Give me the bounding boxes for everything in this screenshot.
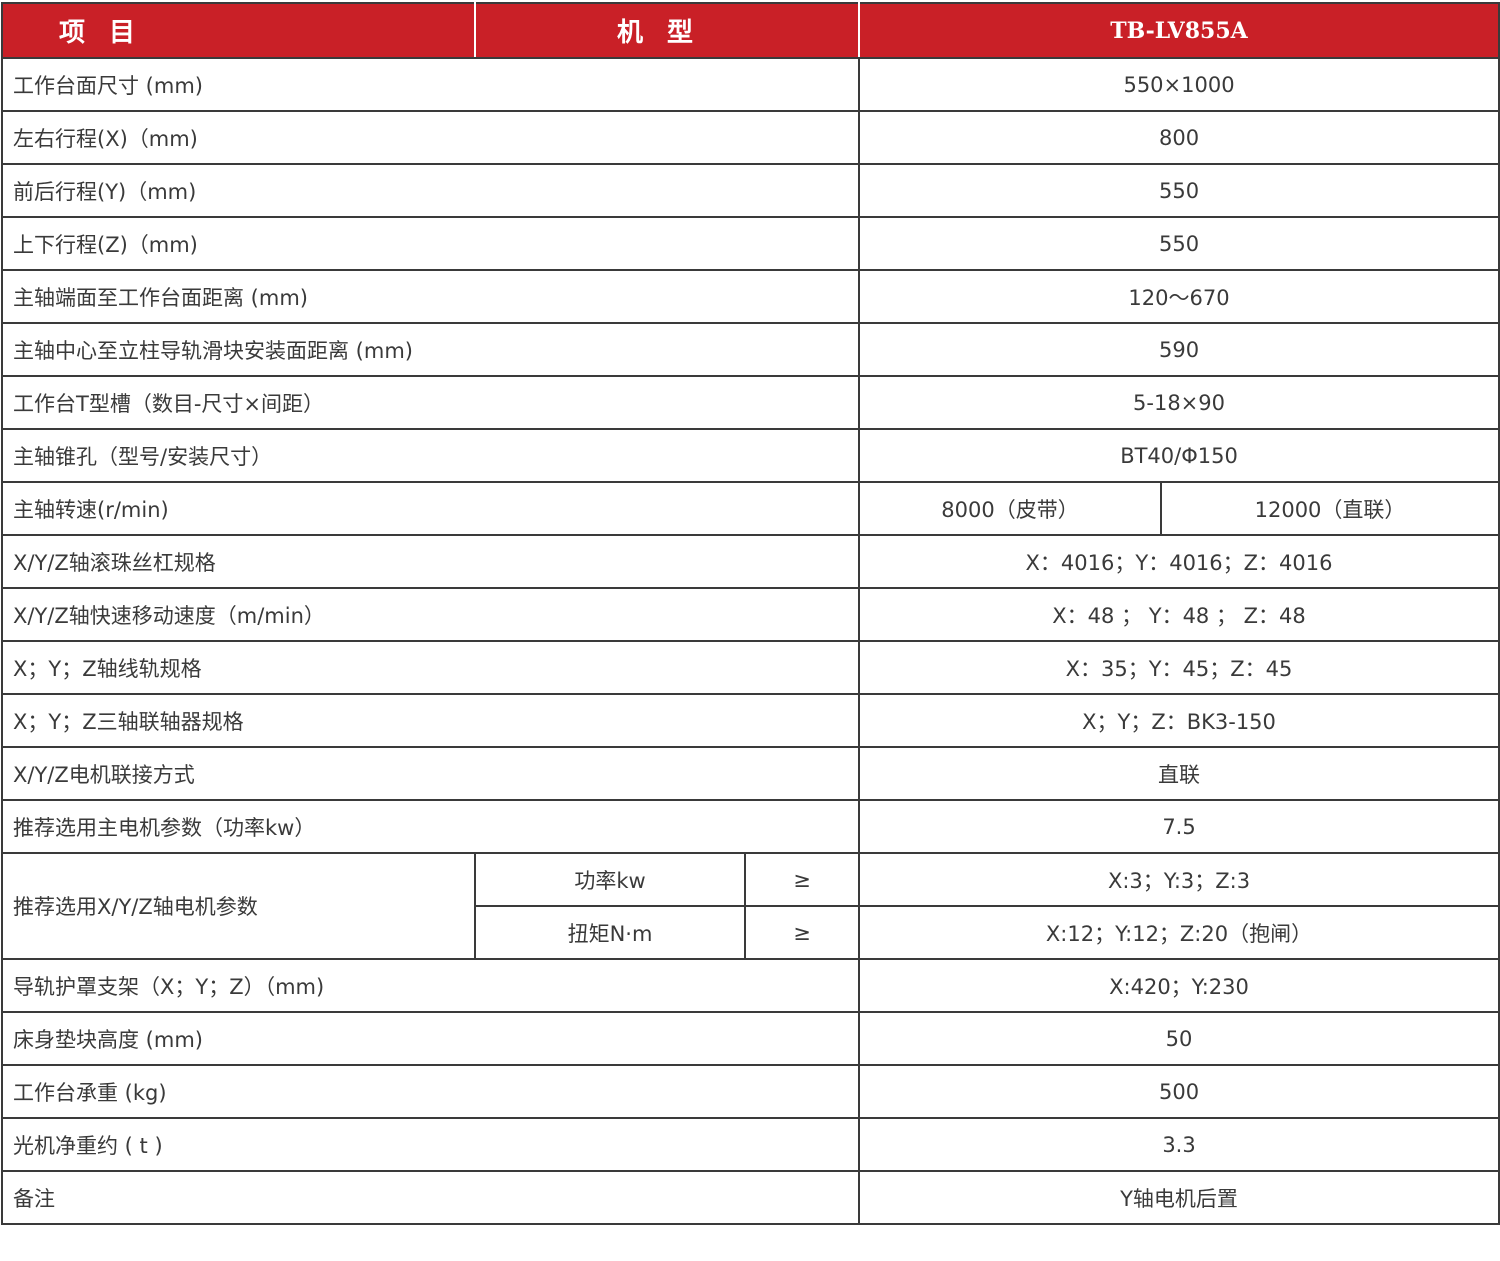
row-label: 工作台T型槽（数目-尺寸×间距） <box>0 375 861 430</box>
table-row: 床身垫块高度 (mm) 50 <box>0 1011 1500 1066</box>
row-label: 主轴锥孔（型号/安装尺寸） <box>0 428 861 483</box>
sub-operator: ≥ <box>743 852 861 907</box>
row-label: X；Y；Z三轴联轴器规格 <box>0 693 861 748</box>
row-label: 主轴端面至工作台面距离 (mm) <box>0 269 861 324</box>
row-label: 主轴转速(r/min) <box>0 481 861 536</box>
table-header: 项目 机型 TB-LV855A <box>1 2 1500 59</box>
table-row: 上下行程(Z)（mm) 550 <box>0 216 1500 271</box>
table-row: 导轨护罩支架（X；Y；Z）（mm) X:420；Y:230 <box>0 958 1500 1013</box>
row-label: 床身垫块高度 (mm) <box>0 1011 861 1066</box>
row-label: 工作台承重 (kg) <box>0 1064 861 1119</box>
row-value: 12000（直联） <box>1160 481 1500 536</box>
row-label: 备注 <box>0 1170 861 1225</box>
row-value: 直联 <box>858 746 1500 801</box>
sub-label: 功率kw <box>474 852 746 907</box>
table-row: X/Y/Z电机联接方式 直联 <box>0 746 1500 801</box>
row-label: 工作台面尺寸 (mm) <box>0 57 861 112</box>
row-value: 590 <box>858 322 1500 377</box>
row-value: Y轴电机后置 <box>858 1170 1500 1225</box>
row-value: 5-18×90 <box>858 375 1500 430</box>
table-row: 主轴转速(r/min) 8000（皮带） 12000（直联） <box>0 481 1500 536</box>
table-row: X；Y；Z轴线轨规格 X：35；Y：45；Z：45 <box>0 640 1500 695</box>
table-row: 工作台T型槽（数目-尺寸×间距） 5-18×90 <box>0 375 1500 430</box>
table-row: X；Y；Z三轴联轴器规格 X；Y；Z：BK3-150 <box>0 693 1500 748</box>
table-row: 光机净重约 ( t ) 3.3 <box>0 1117 1500 1172</box>
row-label: X/Y/Z轴滚珠丝杠规格 <box>0 534 861 589</box>
header-item: 项目 <box>1 2 476 59</box>
table-row: 工作台承重 (kg) 500 <box>0 1064 1500 1119</box>
row-label: 前后行程(Y)（mm) <box>0 163 861 218</box>
row-label: X；Y；Z轴线轨规格 <box>0 640 861 695</box>
row-value: 550×1000 <box>858 57 1500 112</box>
row-label: X/Y/Z电机联接方式 <box>0 746 861 801</box>
row-value: X:12；Y:12；Z:20（抱闸） <box>858 905 1500 960</box>
row-value: X:420；Y:230 <box>858 958 1500 1013</box>
row-value: 120～670 <box>858 269 1500 324</box>
row-value: X：35；Y：45；Z：45 <box>858 640 1500 695</box>
header-model: TB-LV855A <box>858 2 1500 59</box>
row-label: X/Y/Z轴快速移动速度（m/min） <box>0 587 861 642</box>
sub-operator: ≥ <box>743 905 861 960</box>
row-value: 50 <box>858 1011 1500 1066</box>
row-value: X:3；Y:3；Z:3 <box>858 852 1500 907</box>
row-value: X；Y；Z：BK3-150 <box>858 693 1500 748</box>
row-value: 800 <box>858 110 1500 165</box>
row-value: 7.5 <box>858 799 1500 854</box>
table-row: 主轴端面至工作台面距离 (mm) 120～670 <box>0 269 1500 324</box>
row-label: 光机净重约 ( t ) <box>0 1117 861 1172</box>
row-label: 推荐选用X/Y/Z轴电机参数 <box>1 852 476 960</box>
row-value: X：4016；Y：4016；Z：4016 <box>858 534 1500 589</box>
header-model-label: 机型 <box>473 2 861 59</box>
row-value: BT40/Φ150 <box>858 428 1500 483</box>
row-value: 8000（皮带） <box>858 481 1163 536</box>
sub-label: 扭矩N·m <box>474 905 746 960</box>
row-label: 上下行程(Z)（mm) <box>0 216 861 271</box>
row-value: 3.3 <box>858 1117 1500 1172</box>
table-row: 推荐选用X/Y/Z轴电机参数 功率kw ≥ X:3；Y:3；Z:3 <box>1 852 1500 960</box>
row-value: 550 <box>858 216 1500 271</box>
row-label: 推荐选用主电机参数（功率kw） <box>0 799 861 854</box>
row-label: 主轴中心至立柱导轨滑块安装面距离 (mm) <box>0 322 861 377</box>
table-row: 主轴中心至立柱导轨滑块安装面距离 (mm) 590 <box>0 322 1500 377</box>
row-value: 550 <box>858 163 1500 218</box>
row-label: 导轨护罩支架（X；Y；Z）（mm) <box>0 958 861 1013</box>
table-row: 推荐选用主电机参数（功率kw） 7.5 <box>0 799 1500 854</box>
table-row: 主轴锥孔（型号/安装尺寸） BT40/Φ150 <box>0 428 1500 483</box>
row-value: 500 <box>858 1064 1500 1119</box>
table-row: 扭矩N·m ≥ X:12；Y:12；Z:20（抱闸） <box>2 905 1500 960</box>
table-row: X/Y/Z轴滚珠丝杠规格 X：4016；Y：4016；Z：4016 <box>0 534 1500 589</box>
table-row: 前后行程(Y)（mm) 550 <box>0 163 1500 218</box>
row-label: 左右行程(X)（mm) <box>0 110 861 165</box>
table-row: X/Y/Z轴快速移动速度（m/min） X：48 ； Y：48 ； Z：48 <box>0 587 1500 642</box>
spec-table: 项目 机型 TB-LV855A 工作台面尺寸 (mm) 550×1000 左右行程(… <box>0 2 1500 1225</box>
table-row: 左右行程(X)（mm) 800 <box>0 110 1500 165</box>
table-row: 工作台面尺寸 (mm) 550×1000 <box>0 57 1500 112</box>
row-value: X：48 ； Y：48 ； Z：48 <box>858 587 1500 642</box>
table-row: 备注 Y轴电机后置 <box>0 1170 1500 1225</box>
